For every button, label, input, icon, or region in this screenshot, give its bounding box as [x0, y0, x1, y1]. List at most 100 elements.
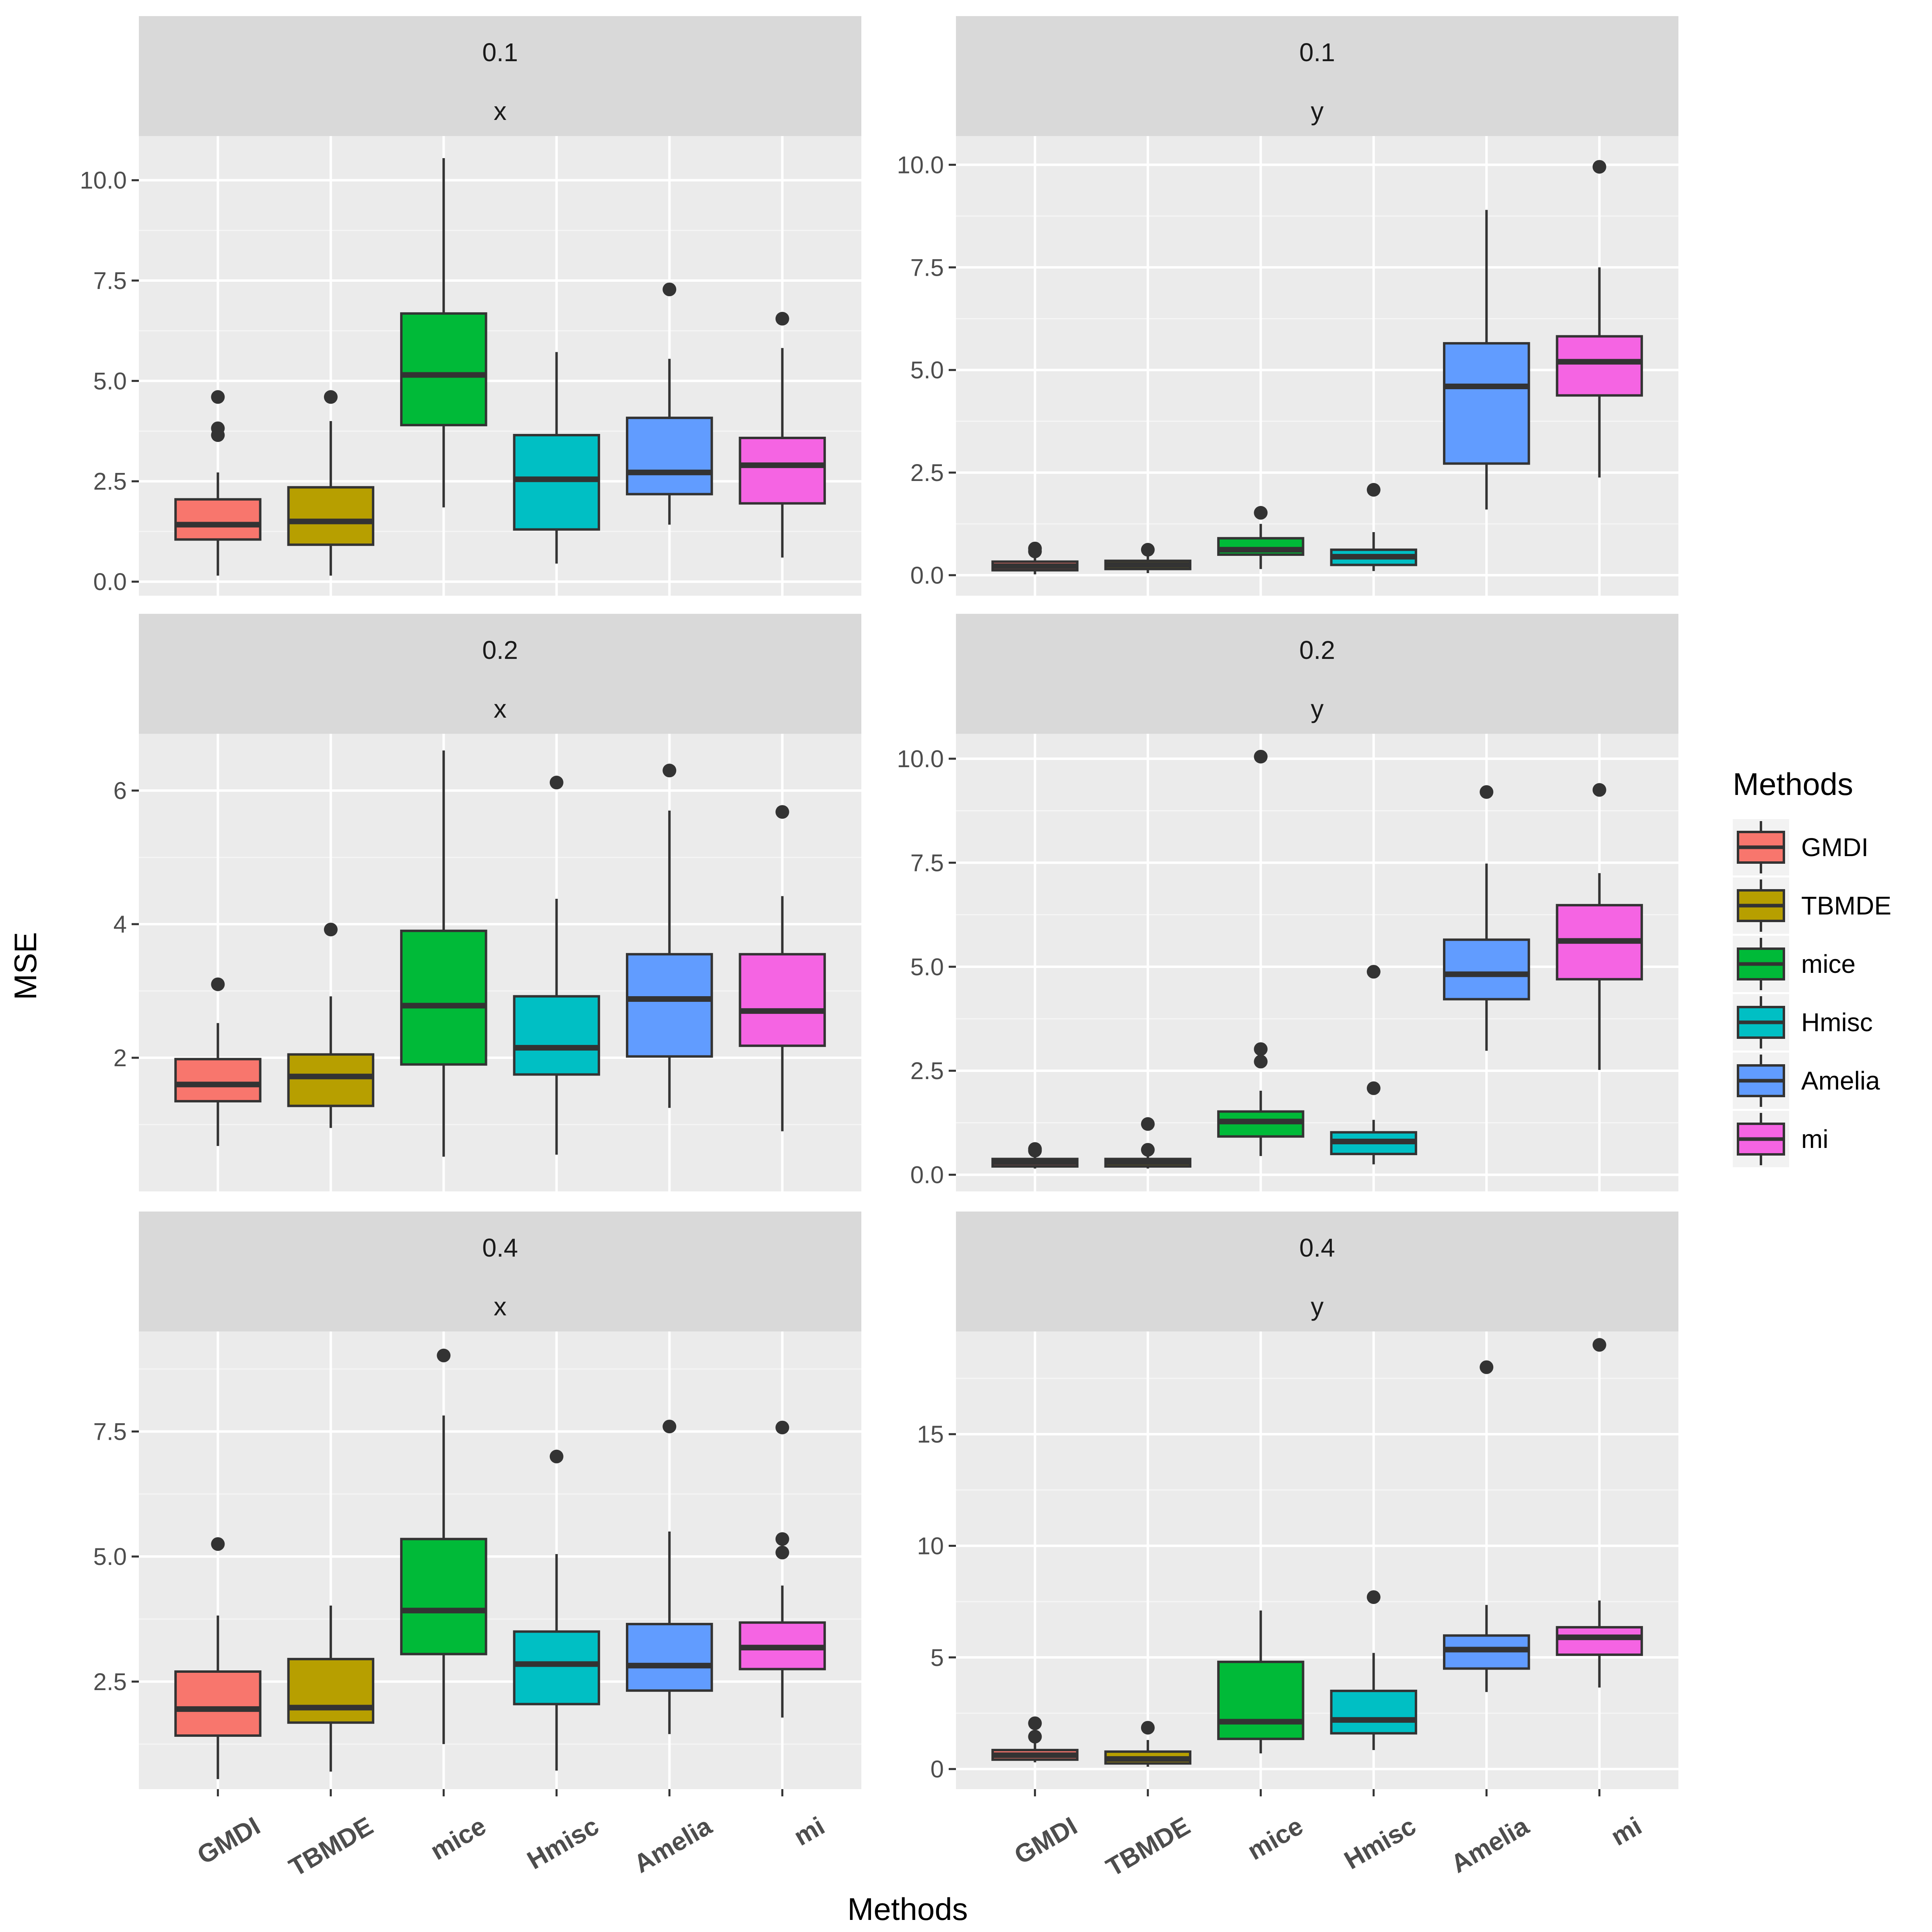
outlier-point	[663, 1420, 677, 1434]
box-tbmde	[1104, 543, 1191, 573]
box-body	[739, 437, 826, 505]
outlier-point	[211, 421, 225, 436]
legend-label: mice	[1801, 949, 1856, 978]
facet-strip-label-top: 0.4	[482, 1233, 518, 1262]
outlier-point	[1366, 1590, 1381, 1604]
y-tick-label: 5	[931, 1644, 944, 1671]
legend-entry-hmisc: Hmisc	[1733, 994, 1873, 1051]
box-mice	[1217, 749, 1305, 1156]
facet-strip-label-bottom: y	[1311, 97, 1324, 126]
box-body	[1443, 938, 1530, 1001]
box-tbmde	[287, 923, 374, 1128]
box-amelia	[626, 1420, 713, 1734]
outlier-point	[1028, 1142, 1042, 1156]
outlier-point	[1028, 541, 1042, 555]
facet-strip-label-top: 0.1	[1299, 38, 1335, 67]
box-mi	[1556, 1338, 1643, 1688]
box-body	[400, 929, 487, 1066]
facet-strip-label-bottom: y	[1311, 694, 1324, 723]
y-tick-label: 0.0	[93, 568, 127, 595]
box-hmisc	[513, 776, 600, 1155]
y-tick-label: 2	[114, 1044, 127, 1071]
y-tick-label: 7.5	[93, 1418, 127, 1445]
facet-strip-label-bottom: x	[494, 97, 507, 126]
box-hmisc	[1330, 1590, 1417, 1750]
box-mi	[1556, 160, 1643, 478]
facet-strip-label-bottom: y	[1311, 1292, 1324, 1321]
box-body	[287, 1053, 374, 1107]
outlier-point	[1592, 783, 1606, 797]
facet-strip	[139, 16, 861, 136]
outlier-point	[1141, 1143, 1155, 1157]
box-body	[400, 312, 487, 427]
outlier-point	[663, 282, 677, 296]
box-hmisc	[1330, 965, 1417, 1164]
box-body	[287, 1657, 374, 1724]
outlier-point	[324, 923, 338, 937]
box-body	[174, 1058, 262, 1102]
outlier-point	[1141, 1117, 1155, 1131]
legend-entry-mi: mi	[1733, 1111, 1829, 1167]
y-tick-label: 2.5	[910, 459, 944, 486]
y-tick-label: 2.5	[910, 1057, 944, 1084]
box-tbmde	[1104, 1721, 1191, 1767]
outlier-point	[1254, 506, 1268, 520]
panel-1: 0.1 x 0.0 2.5 5.0 7.5 10.0	[80, 16, 861, 596]
box-mice	[400, 750, 487, 1157]
outlier-point	[1592, 160, 1606, 174]
box-body	[1330, 1689, 1417, 1735]
x-axis-title: Methods	[847, 1891, 968, 1927]
box-body	[626, 1622, 713, 1692]
box-body	[739, 953, 826, 1047]
y-tick-label: 7.5	[910, 254, 944, 281]
box-body	[1443, 342, 1530, 465]
box-body	[400, 1538, 487, 1655]
box-mice	[1217, 506, 1305, 569]
legend-label: Hmisc	[1801, 1008, 1873, 1037]
box-gmdi	[991, 1716, 1079, 1763]
box-body	[1556, 1626, 1643, 1656]
box-amelia	[626, 282, 713, 525]
y-tick-label: 5.0	[93, 1543, 127, 1570]
facet-strip	[956, 614, 1678, 734]
outlier-point	[1028, 1730, 1042, 1744]
box-amelia	[1443, 1360, 1530, 1692]
y-tick-label: 15	[917, 1421, 944, 1448]
box-mice	[1217, 1610, 1305, 1754]
box-mice	[400, 158, 487, 508]
y-tick-label: 7.5	[910, 849, 944, 876]
legend-entry-tbmde: TBMDE	[1733, 877, 1891, 934]
outlier-point	[549, 776, 564, 790]
outlier-point	[1254, 1042, 1268, 1056]
legend-label: GMDI	[1801, 833, 1868, 862]
outlier-point	[1366, 965, 1381, 979]
outlier-point	[549, 1449, 564, 1463]
y-tick-label: 4	[114, 911, 127, 938]
y-tick-label: 0.0	[910, 1162, 944, 1189]
panel-background	[956, 1331, 1678, 1789]
outlier-point	[211, 1537, 225, 1551]
box-amelia	[1443, 210, 1530, 510]
box-body	[626, 417, 713, 495]
panel-4: 0.2 y 0.0 2.5 5.0 7.5 10.0	[897, 614, 1678, 1191]
legend-entry-mice: mice	[1733, 936, 1856, 992]
box-body	[174, 498, 262, 541]
y-tick-label: 7.5	[93, 267, 127, 294]
outlier-point	[775, 1532, 789, 1546]
legend-keys: GMDI TBMDE mice Hmisc Amelia mi	[1733, 819, 1891, 1167]
y-tick-label: 2.5	[93, 468, 127, 495]
box-mi	[739, 1420, 826, 1718]
outlier-point	[775, 805, 789, 819]
y-tick-label: 10.0	[80, 167, 127, 194]
box-hmisc	[1330, 483, 1417, 571]
y-tick-label: 10.0	[897, 151, 944, 178]
outlier-point	[1141, 1721, 1155, 1735]
outlier-point	[1480, 785, 1494, 799]
panel-2: 0.1 y 0.0 2.5 5.0 7.5 10.0	[897, 16, 1678, 596]
outlier-point	[1254, 749, 1268, 764]
outlier-point	[775, 312, 789, 326]
facet-strip	[956, 1212, 1678, 1331]
box-tbmde	[287, 1605, 374, 1772]
